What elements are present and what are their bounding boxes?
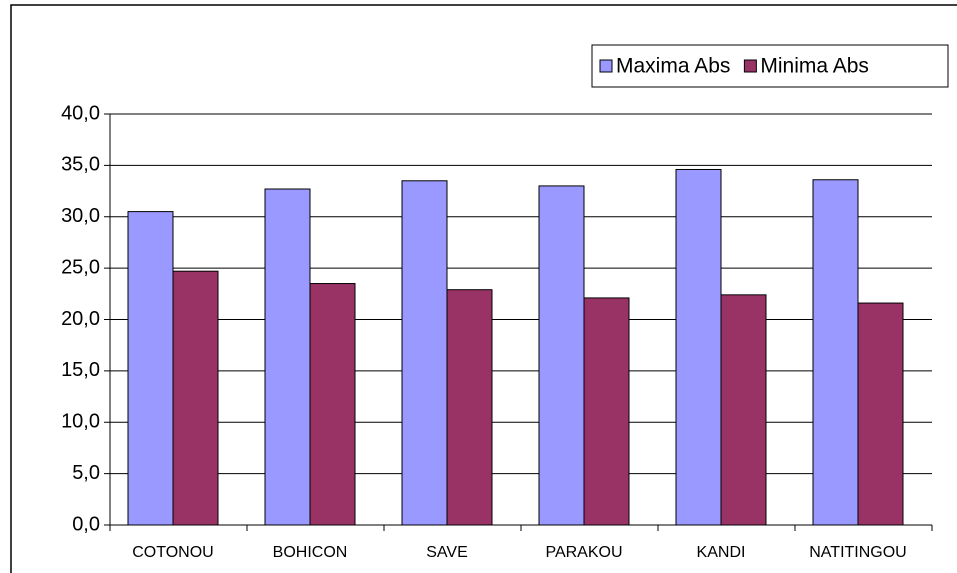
bar (720, 294, 767, 526)
x-tick-label: SAVE (426, 544, 468, 561)
y-tick-label: 25,0 (61, 256, 100, 278)
x-tick-label: PARAKOU (545, 544, 622, 561)
x-tick-label: BOHICON (273, 544, 348, 561)
x-tick-label: COTONOU (132, 544, 213, 561)
bar (446, 289, 493, 526)
bar (127, 211, 174, 526)
bar (264, 188, 311, 526)
legend-label: Minima Abs (760, 55, 869, 78)
y-tick-label: 30,0 (61, 205, 100, 227)
x-tick-label: KANDI (697, 544, 746, 561)
x-tick-label: NATITINGOU (809, 544, 906, 561)
y-tick-label: 20,0 (61, 308, 100, 330)
y-tick-label: 40,0 (61, 102, 100, 124)
bar (857, 302, 904, 526)
legend-box (591, 44, 949, 88)
bar (309, 283, 356, 526)
y-tick-label: 15,0 (61, 359, 100, 381)
y-tick-label: 0,0 (72, 513, 100, 535)
bar (401, 180, 448, 526)
y-tick-label: 5,0 (72, 462, 100, 484)
bar (675, 168, 722, 526)
legend-swatch (599, 59, 613, 73)
bar (172, 270, 219, 526)
y-tick-label: 35,0 (61, 154, 100, 176)
bar (812, 179, 859, 526)
bar (538, 185, 585, 526)
legend-label: Maxima Abs (616, 55, 730, 78)
legend-swatch (743, 59, 757, 73)
bar (583, 297, 630, 526)
y-tick-label: 10,0 (61, 411, 100, 433)
